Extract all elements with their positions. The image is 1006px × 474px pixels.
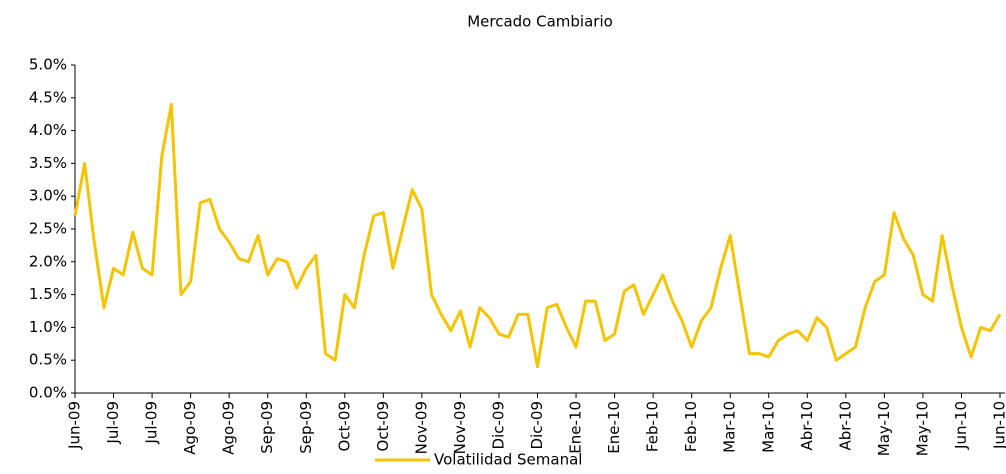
x-tick-label: Feb-10	[682, 401, 700, 452]
x-tick-label: Ene-10	[605, 401, 623, 454]
x-tick-label: Jun-10	[991, 401, 1006, 450]
x-tick-label: Ago-09	[181, 401, 199, 455]
y-tick-label: 1.5%	[29, 285, 67, 303]
x-tick-label: Jun-10	[952, 401, 970, 450]
x-tick-label: Dic-09	[528, 401, 546, 449]
x-tick-label: Feb-10	[644, 401, 662, 452]
y-tick-label: 5.0%	[29, 56, 67, 74]
x-tick-label: Nov-09	[451, 401, 469, 454]
x-tick-label: Ene-10	[567, 401, 585, 454]
y-tick-label: 0.0%	[29, 384, 67, 402]
chart-title: Mercado Cambiario	[467, 13, 613, 31]
x-tick-label: Jul-09	[143, 401, 161, 445]
x-tick-label: Ago-09	[220, 401, 238, 455]
y-tick-label: 4.5%	[29, 88, 67, 106]
series-line	[75, 104, 1000, 366]
y-tick-label: 2.5%	[29, 220, 67, 238]
x-tick-label: Abr-10	[836, 401, 854, 451]
x-tick-label: Jun-09	[66, 401, 84, 450]
y-tick-label: 2.0%	[29, 252, 67, 270]
x-tick-label: May-10	[913, 401, 931, 456]
x-tick-label: Jul-09	[104, 401, 122, 445]
legend-label: Volatilidad Semanal	[434, 451, 582, 469]
y-tick-label: 1.0%	[29, 318, 67, 336]
y-tick-label: 3.0%	[29, 187, 67, 205]
x-tick-label: May-10	[875, 401, 893, 456]
x-tick-label: Mar-10	[759, 401, 777, 453]
x-tick-label: Sep-09	[258, 401, 276, 454]
x-tick-label: Sep-09	[297, 401, 315, 454]
x-tick-label: Oct-09	[335, 401, 353, 451]
x-tick-label: Abr-10	[798, 401, 816, 451]
y-tick-label: 0.5%	[29, 351, 67, 369]
x-tick-label: Nov-09	[412, 401, 430, 454]
y-tick-label: 3.5%	[29, 154, 67, 172]
x-tick-label: Oct-09	[374, 401, 392, 451]
x-tick-label: Dic-09	[489, 401, 507, 449]
x-tick-label: Mar-10	[721, 401, 739, 453]
y-tick-label: 4.0%	[29, 121, 67, 139]
